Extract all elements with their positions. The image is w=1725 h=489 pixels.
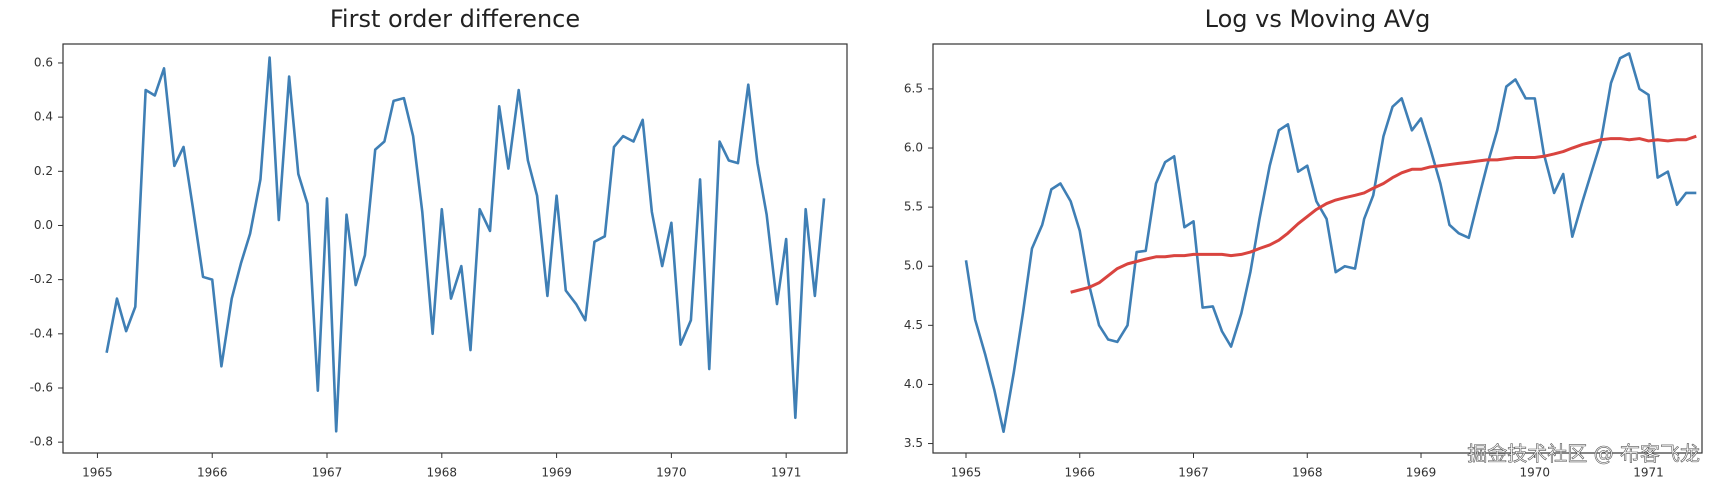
y-tick-label: 5.5 xyxy=(904,200,923,214)
x-tick-label: 1966 xyxy=(1064,466,1095,480)
y-tick-label: 0.6 xyxy=(34,55,53,69)
x-tick-label: 1969 xyxy=(541,466,572,480)
x-tick-label: 1971 xyxy=(771,466,802,480)
x-tick-label: 1968 xyxy=(1292,466,1323,480)
x-tick-label: 1971 xyxy=(1633,466,1664,480)
y-tick-label: 0.2 xyxy=(34,164,53,178)
x-tick-label: 1970 xyxy=(1520,466,1551,480)
y-tick-label: 4.0 xyxy=(904,377,923,391)
line-series xyxy=(964,52,1697,434)
x-tick-label: 1970 xyxy=(656,466,687,480)
y-tick-label: 0.0 xyxy=(34,218,53,232)
x-tick-label: 1967 xyxy=(312,466,343,480)
watermark: 掘金技术社区 @ 布客飞龙 xyxy=(1467,442,1700,466)
x-tick-label: 1967 xyxy=(1178,466,1209,480)
y-tick-label: 6.0 xyxy=(904,141,923,155)
y-tick-label: 5.0 xyxy=(904,259,923,273)
y-tick-label: 4.5 xyxy=(904,318,923,332)
y-tick-label: 0.4 xyxy=(34,110,53,124)
chart-title: Log vs Moving AVg xyxy=(1205,5,1431,33)
x-tick-label: 1966 xyxy=(197,466,228,480)
y-tick-label: -0.8 xyxy=(30,435,53,449)
y-tick-label: -0.2 xyxy=(30,272,53,286)
plot-frame xyxy=(932,43,1703,454)
x-tick-label: 1968 xyxy=(427,466,458,480)
y-tick-label: -0.4 xyxy=(30,326,53,340)
y-tick-label: 3.5 xyxy=(904,436,923,450)
line-series xyxy=(105,56,826,433)
x-tick-label: 1965 xyxy=(951,466,982,480)
plot-frame xyxy=(62,43,848,454)
x-tick-label: 1965 xyxy=(82,466,113,480)
line-series xyxy=(1070,134,1697,294)
x-tick-label: 1969 xyxy=(1406,466,1437,480)
y-tick-label: 6.5 xyxy=(904,81,923,95)
y-tick-label: -0.6 xyxy=(30,380,53,394)
chart-title: First order difference xyxy=(330,5,580,33)
